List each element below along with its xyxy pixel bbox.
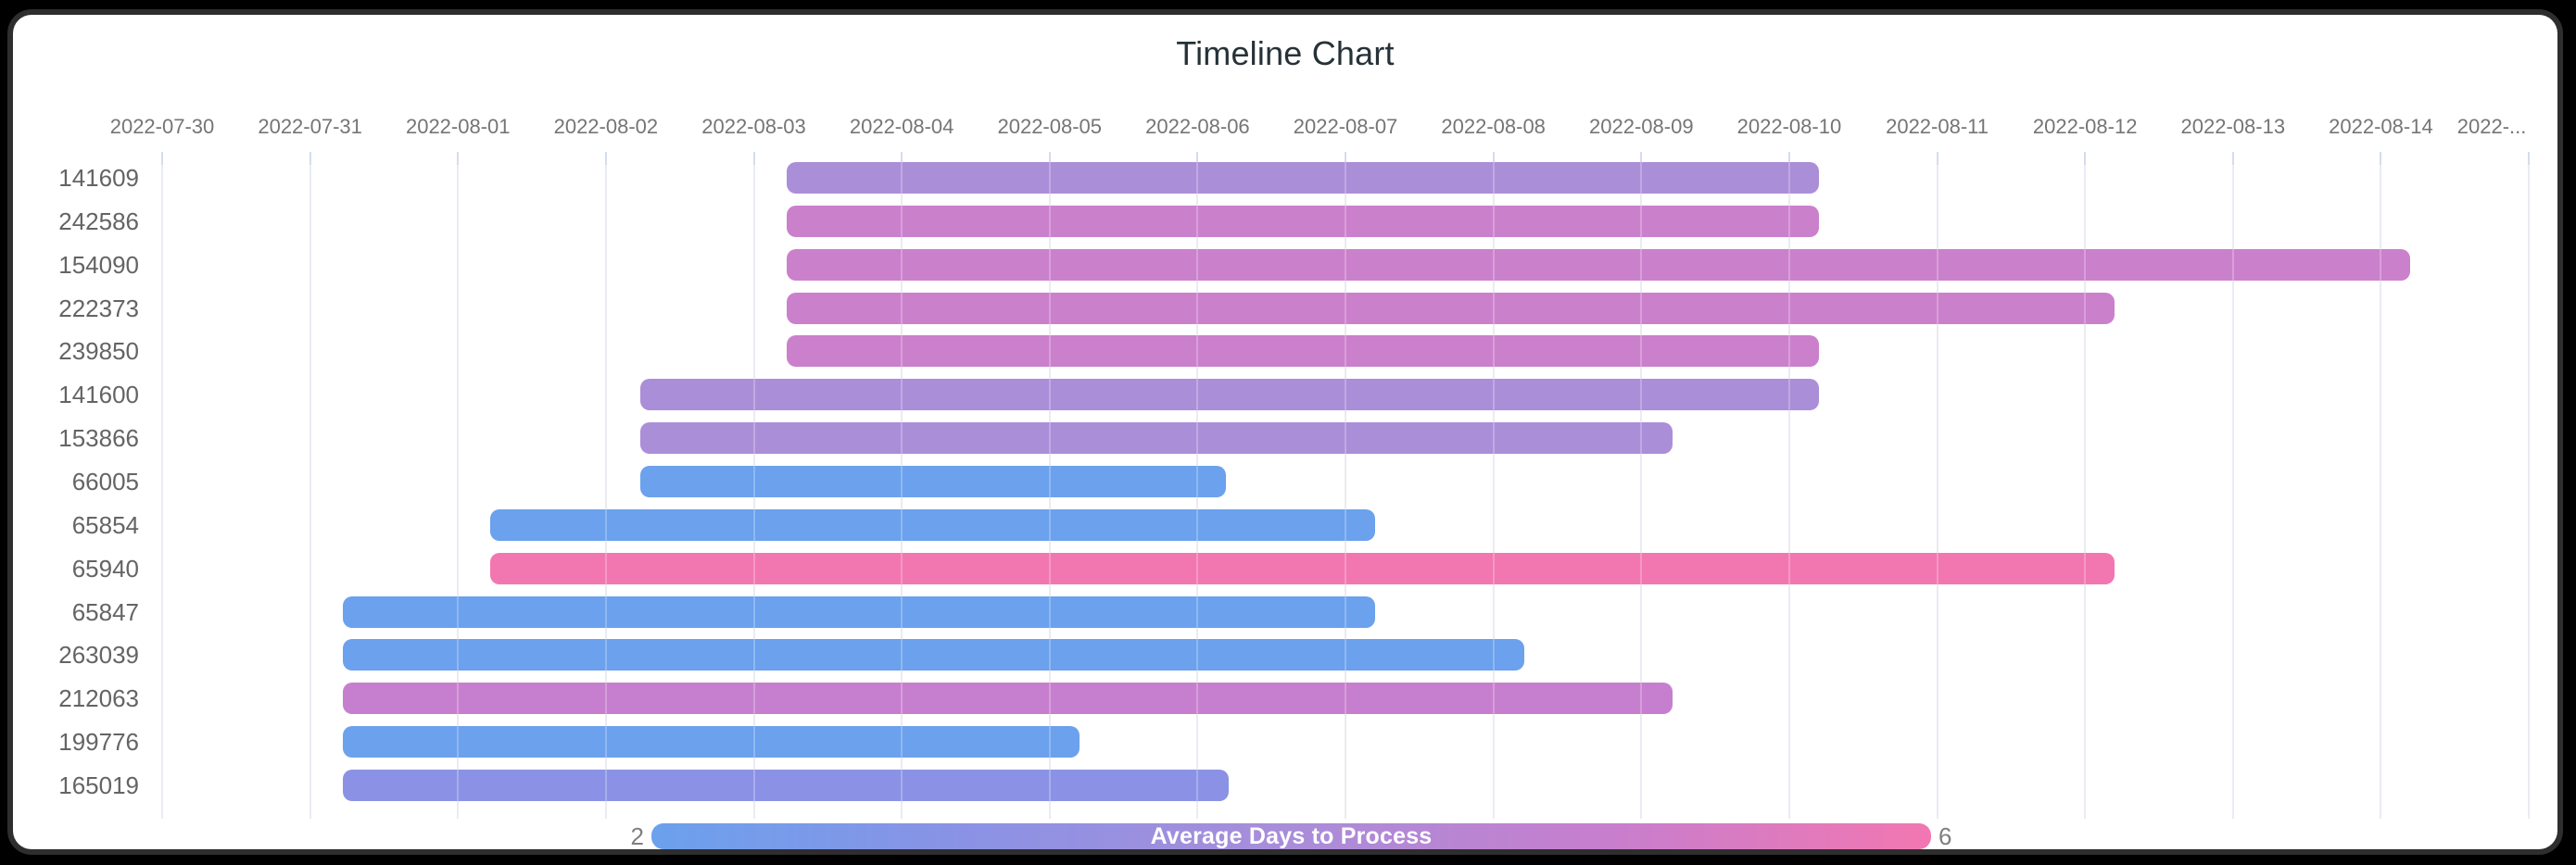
gridline	[1787, 152, 1790, 819]
gridline	[457, 152, 460, 819]
y-axis-category-label: 141600	[58, 381, 139, 409]
timeline-bar-65847[interactable]	[342, 595, 1375, 628]
timeline-bar-141600[interactable]	[639, 379, 1819, 411]
timeline-bar-239850[interactable]	[786, 335, 1819, 368]
y-axis-category-label: 154090	[58, 250, 139, 279]
y-axis-category-label: 263039	[58, 641, 139, 670]
x-axis-tick-label: 2022-08-13	[2180, 115, 2286, 138]
gridline	[2084, 152, 2087, 819]
legend-title: Average Days to Process	[1150, 822, 1433, 849]
x-axis-tick-label: 2022-08-10	[1736, 115, 1842, 138]
x-axis-tick-label: 2022-07-31	[258, 115, 362, 138]
legend-gradient-bar: Average Days to Process	[651, 823, 1931, 849]
x-axis-tick-label: 2022-08-04	[849, 115, 954, 138]
timeline-bar-65854[interactable]	[490, 508, 1375, 541]
x-axis-tick-label: 2022-07-30	[109, 115, 215, 138]
timeline-bar-154090[interactable]	[786, 248, 2411, 281]
y-axis-category-label: 65847	[71, 597, 139, 626]
x-axis-tick-label: 2022-08-11	[1886, 115, 1989, 138]
legend-max-label: 6	[1938, 822, 1952, 850]
x-axis-tick-label: 2022-08-14	[2329, 115, 2433, 138]
gridline	[309, 152, 311, 819]
y-axis-category-label: 212063	[58, 684, 139, 713]
legend-min-label: 2	[630, 822, 644, 850]
gridline	[2528, 152, 2531, 819]
gridline	[2231, 152, 2234, 819]
y-axis-category-label: 222373	[58, 294, 139, 322]
timeline-bar-212063[interactable]	[342, 683, 1673, 715]
y-axis-category-label: 165019	[58, 771, 139, 800]
y-axis-category-label: 199776	[58, 728, 139, 757]
chart-title: Timeline Chart	[1176, 34, 1395, 72]
x-axis-tick-label: 2022-08-02	[553, 115, 659, 138]
timeline-bar-222373[interactable]	[786, 292, 2115, 324]
timeline-bar-141609[interactable]	[786, 162, 1819, 194]
x-axis-tick-label: 2022-...	[2456, 115, 2527, 138]
x-axis-tick-label: 2022-08-12	[2032, 115, 2138, 138]
gridline	[1640, 152, 1643, 819]
y-axis-category-label: 141609	[58, 164, 139, 192]
x-axis-tick-label: 2022-08-03	[701, 115, 806, 138]
gridline	[161, 152, 163, 819]
y-axis-category-label: 242586	[58, 207, 139, 235]
gridline	[1936, 152, 1938, 819]
gridline	[604, 152, 607, 819]
timeline-bar-263039[interactable]	[342, 639, 1525, 671]
gridline	[2380, 152, 2382, 819]
timeline-bar-242586[interactable]	[786, 205, 1819, 237]
timeline-bar-153866[interactable]	[639, 422, 1673, 455]
x-axis-tick-label: 2022-08-01	[405, 115, 511, 138]
x-axis-tick-label: 2022-08-08	[1441, 115, 1546, 138]
y-axis-category-label: 65940	[71, 554, 139, 583]
y-axis-category-label: 153866	[58, 424, 139, 453]
y-axis-category-label: 239850	[58, 337, 139, 366]
y-axis-category-label: 65854	[71, 510, 139, 539]
x-axis-tick-label: 2022-08-07	[1293, 115, 1398, 138]
x-axis-tick-label: 2022-08-06	[1145, 115, 1250, 138]
y-axis-category-label: 66005	[71, 468, 139, 496]
x-axis-tick-label: 2022-08-05	[997, 115, 1103, 138]
timeline-bar-65940[interactable]	[490, 552, 2115, 584]
timeline-bar-66005[interactable]	[639, 466, 1226, 498]
chart-card: Timeline Chart 2022-07-30 2022-07-31 2022-…	[13, 15, 2557, 849]
gridline	[1345, 152, 1347, 819]
x-axis-tick-label: 2022-08-09	[1589, 115, 1694, 138]
timeline-bar-165019[interactable]	[342, 770, 1229, 802]
gridline	[1492, 152, 1495, 819]
timeline-bar-199776[interactable]	[342, 726, 1080, 758]
